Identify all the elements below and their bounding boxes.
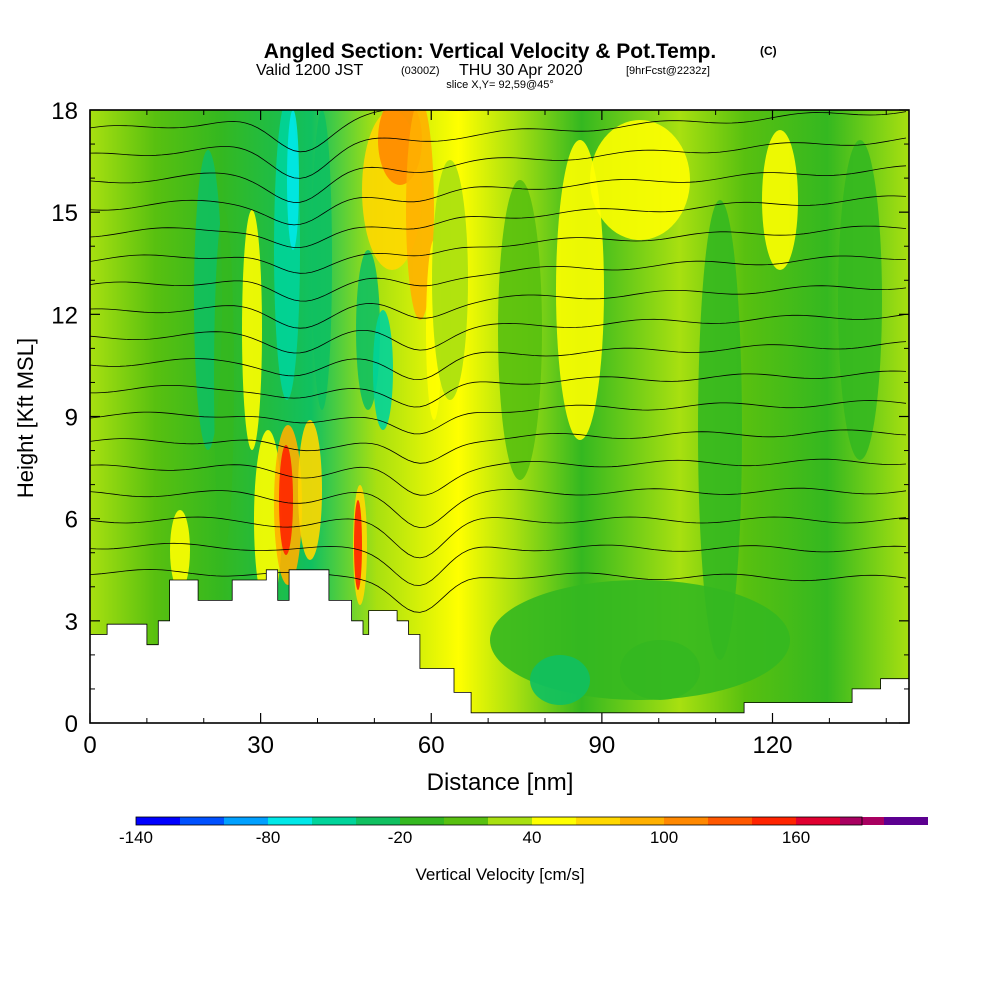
velocity-plume-28 xyxy=(620,640,700,700)
isentrope-4 xyxy=(90,195,907,248)
isentrope-14 xyxy=(90,487,907,529)
colorbar-tick-label--140: -140 xyxy=(119,828,153,847)
velocity-plumes xyxy=(170,110,882,705)
isentrope-2 xyxy=(90,137,907,203)
isentrope-1 xyxy=(90,111,907,179)
chart-slice-info: slice X,Y= 92,59@45° xyxy=(446,79,554,91)
y-tick-label-12: 12 xyxy=(51,302,78,329)
velocity-plume-8 xyxy=(279,445,293,555)
colorbar-swatch-2 xyxy=(224,817,268,825)
velocity-plume-15 xyxy=(373,310,393,430)
isentrope-9 xyxy=(90,341,907,381)
x-axis-label: Distance [nm] xyxy=(427,769,574,796)
isentrope-10 xyxy=(90,370,907,408)
velocity-plume-19 xyxy=(432,160,468,400)
x-tick-label-30: 30 xyxy=(247,732,274,759)
y-tick-label-6: 6 xyxy=(65,507,78,534)
colorbar-swatch-13 xyxy=(708,817,752,825)
x-tick-label-60: 60 xyxy=(418,732,445,759)
y-tick-label-9: 9 xyxy=(65,405,78,432)
colorbar-swatch-9 xyxy=(532,817,576,825)
colorbar-swatch-14 xyxy=(752,817,796,825)
colorbar-swatch-17 xyxy=(884,817,928,825)
isentrope-3 xyxy=(90,165,907,226)
isentrope-6 xyxy=(90,255,906,302)
isentrope-13 xyxy=(90,458,907,496)
isentrope-11 xyxy=(90,400,907,435)
colorbar-swatch-1 xyxy=(180,817,224,825)
x-tick-label-90: 90 xyxy=(589,732,616,759)
colorbar-swatch-12 xyxy=(664,817,708,825)
y-axis-label: Height [Kft MSL] xyxy=(13,338,38,498)
velocity-plume-23 xyxy=(698,200,742,660)
isentrope-0 xyxy=(90,110,478,153)
chart-title: Angled Section: Vertical Velocity & Pot.… xyxy=(264,40,716,63)
colorbar: -140 -80 -20 40 100 160 xyxy=(119,816,928,847)
velocity-plume-6 xyxy=(254,430,282,610)
velocity-plume-10 xyxy=(170,510,190,590)
isentrope-16 xyxy=(90,542,907,586)
velocity-plume-21 xyxy=(556,140,604,440)
velocity-plume-25 xyxy=(838,140,882,460)
colorbar-swatch-10 xyxy=(576,817,620,825)
axis-ticks: 0 30 60 90 120 0 3 6 9 12 15 18 xyxy=(51,98,909,759)
isentrope-15 xyxy=(90,516,907,559)
velocity-plume-20 xyxy=(498,180,542,480)
y-tick-label-0: 0 xyxy=(65,711,78,738)
y-tick-label-3: 3 xyxy=(65,609,78,636)
velocity-plume-5 xyxy=(312,110,332,410)
colorbar-swatch-4 xyxy=(312,817,356,825)
colorbar-tick-label--20: -20 xyxy=(388,828,413,847)
colorbar-swatch-5 xyxy=(356,817,400,825)
velocity-plume-2 xyxy=(242,210,262,450)
colorbar-swatch-11 xyxy=(620,817,664,825)
isentrope-7 xyxy=(90,285,907,329)
colorbar-swatch-6 xyxy=(400,817,444,825)
chart-subtitle-valid: Valid 1200 JST xyxy=(256,62,364,79)
isentrope-12 xyxy=(90,429,907,464)
isentrope-5 xyxy=(90,225,907,274)
colorbar-frame xyxy=(135,816,863,826)
velocity-plume-1 xyxy=(214,210,234,550)
terrain-mask xyxy=(90,569,909,723)
velocity-plume-13 xyxy=(406,110,434,320)
velocity-plume-18 xyxy=(354,500,362,590)
y-tick-label-15: 15 xyxy=(51,200,78,227)
colorbar-swatch-8 xyxy=(488,817,532,825)
colorbar-swatch-0 xyxy=(136,817,180,825)
isentrope-8 xyxy=(90,314,907,354)
colorbar-swatch-15 xyxy=(796,817,840,825)
chart-subtitle-utc: (0300Z) xyxy=(401,65,440,77)
colorbar-tick-label--80: -80 xyxy=(256,828,281,847)
velocity-plume-24 xyxy=(762,130,798,270)
velocity-plume-4 xyxy=(287,110,299,250)
velocity-field xyxy=(90,110,909,723)
isentrope-17 xyxy=(90,569,907,613)
x-tick-label-120: 120 xyxy=(752,732,792,759)
potential-temperature-contours xyxy=(90,110,907,613)
velocity-plume-9 xyxy=(298,420,322,560)
y-tick-label-18: 18 xyxy=(51,98,78,125)
chart-title-units: (C) xyxy=(760,44,777,58)
colorbar-swatch-7 xyxy=(444,817,488,825)
colorbar-tick-label-160: 160 xyxy=(782,828,810,847)
chart-subtitle-date: THU 30 Apr 2020 xyxy=(459,62,583,79)
colorbar-tick-label-100: 100 xyxy=(650,828,678,847)
x-tick-label-0: 0 xyxy=(83,732,96,759)
colorbar-label: Vertical Velocity [cm/s] xyxy=(415,865,584,884)
colorbar-swatch-3 xyxy=(268,817,312,825)
chart-subtitle-forecast: [9hrFcst@2232z] xyxy=(626,65,710,77)
colorbar-tick-label-40: 40 xyxy=(523,828,542,847)
velocity-plume-27 xyxy=(530,655,590,705)
